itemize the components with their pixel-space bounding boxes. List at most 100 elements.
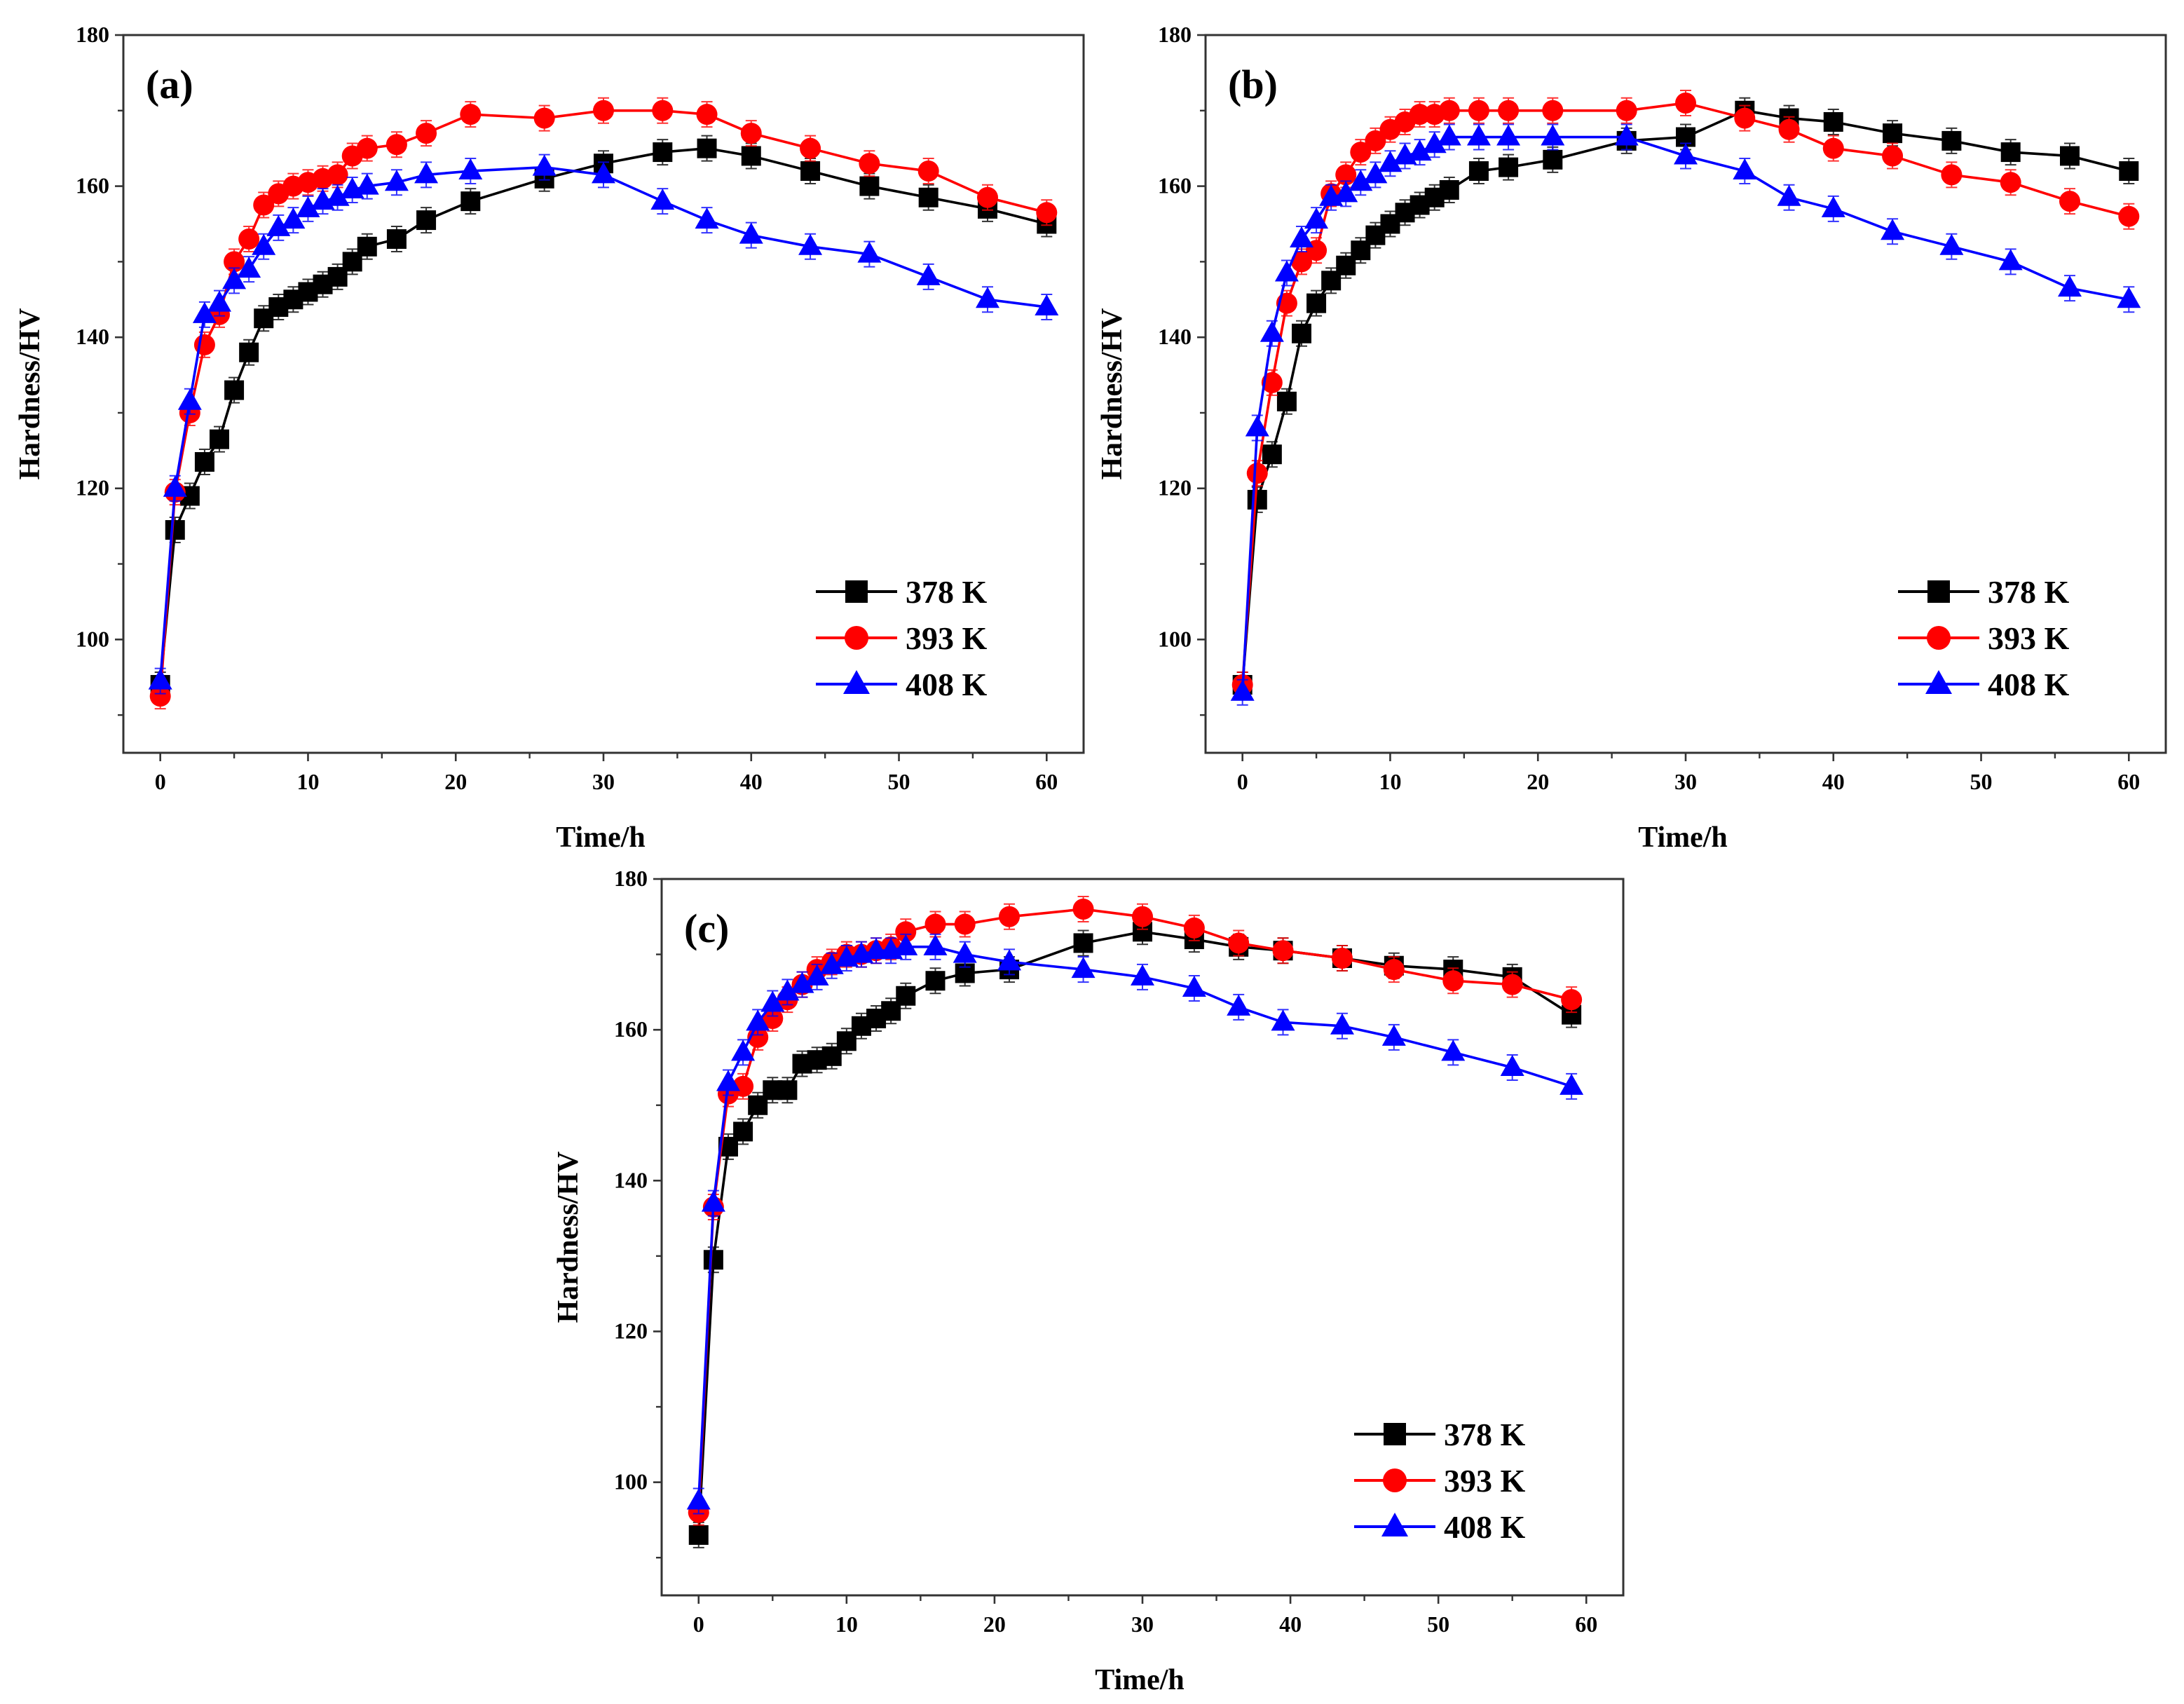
legend-triangle-marker-icon <box>843 670 870 694</box>
data-point <box>1616 100 1637 121</box>
data-point <box>2059 191 2080 212</box>
data-point <box>688 1525 709 1545</box>
data-point <box>2117 287 2141 308</box>
data-point <box>1183 917 1205 939</box>
data-point <box>1501 974 1523 995</box>
data-point <box>2058 275 2082 297</box>
x-tick-label: 10 <box>835 1611 858 1637</box>
data-point <box>953 941 977 963</box>
data-point <box>458 158 483 180</box>
data-point <box>1378 151 1402 172</box>
legend-circle-marker-icon <box>1383 1468 1407 1492</box>
data-point <box>798 233 823 255</box>
data-point <box>1227 994 1251 1016</box>
data-point <box>1132 906 1153 927</box>
data-point <box>253 194 275 216</box>
data-point <box>222 268 247 289</box>
data-point <box>1778 118 1800 140</box>
data-point <box>918 187 939 207</box>
data-point <box>1542 100 1564 121</box>
data-point <box>356 137 378 159</box>
data-point <box>1335 164 1357 186</box>
x-tick-label: 0 <box>1237 769 1248 794</box>
data-point <box>1499 157 1519 177</box>
data-point <box>1247 489 1267 510</box>
data-point <box>859 153 880 175</box>
data-point <box>414 162 439 184</box>
y-axis-label: Hardness/HV <box>552 1151 585 1323</box>
data-point <box>1614 124 1639 146</box>
series-408k <box>148 154 1059 695</box>
data-point <box>1881 219 1905 240</box>
data-point <box>149 686 171 707</box>
data-point <box>1441 1040 1466 1061</box>
data-point <box>1228 932 1250 954</box>
data-point <box>1407 139 1432 161</box>
chart-panel-1: 0 10 20 30 40 50 60 100 120 140 160 180 Time/h Hardne… <box>1096 22 2167 854</box>
legend-triangle-marker-icon <box>1381 1513 1408 1536</box>
data-point <box>1777 184 1801 206</box>
data-point <box>1500 1054 1524 1076</box>
data-point <box>1998 249 2023 271</box>
data-point <box>1331 947 1353 969</box>
data-point <box>739 222 763 244</box>
x-tick-label: 10 <box>1379 769 1401 794</box>
data-point <box>1349 170 1373 191</box>
data-point <box>1272 940 1294 962</box>
data-point <box>148 668 172 690</box>
data-point <box>650 189 675 210</box>
data-point <box>1821 196 1845 217</box>
data-point <box>327 164 348 186</box>
y-tick-label: 120 <box>1158 475 1192 500</box>
data-point <box>1883 123 1903 144</box>
data-point <box>1498 100 1520 121</box>
data-point <box>1409 104 1431 125</box>
y-tick-label: 120 <box>76 475 109 500</box>
data-point <box>1292 323 1311 343</box>
data-point <box>165 520 185 540</box>
data-point <box>1466 124 1491 146</box>
data-point <box>697 138 717 158</box>
data-point <box>194 452 214 472</box>
y-tick-label: 140 <box>614 1167 648 1192</box>
data-point <box>357 236 377 257</box>
x-tick-label: 50 <box>888 769 910 794</box>
x-tick-label: 60 <box>2117 769 2140 794</box>
data-point <box>917 161 939 182</box>
data-point <box>192 301 217 323</box>
y-tick-label: 180 <box>1158 22 1192 47</box>
y-tick-label: 100 <box>76 626 109 651</box>
x-tick-label: 0 <box>155 769 166 794</box>
data-point <box>355 173 379 195</box>
x-tick-label: 0 <box>693 1611 704 1637</box>
data-point <box>686 1488 711 1510</box>
x-tick-label: 40 <box>1279 1611 1302 1637</box>
data-point <box>1260 320 1284 342</box>
data-point <box>1182 975 1206 997</box>
legend-label: 378 K <box>906 574 988 610</box>
data-point <box>925 971 946 991</box>
x-axis-label: Time/h <box>1095 1664 1185 1696</box>
data-point <box>1330 1013 1354 1035</box>
x-tick-label: 30 <box>1674 769 1697 794</box>
data-point <box>652 100 674 121</box>
data-point <box>1291 251 1312 273</box>
data-point <box>741 146 761 166</box>
data-point <box>1035 294 1059 316</box>
data-point <box>1675 93 1696 114</box>
data-point <box>1437 124 1461 146</box>
series-378k <box>1232 97 2139 698</box>
y-tick-label: 140 <box>1158 324 1192 349</box>
data-point <box>762 1008 784 1030</box>
legend-label: 378 K <box>1444 1417 1526 1452</box>
data-point <box>1422 132 1447 154</box>
data-point <box>224 380 245 400</box>
data-point <box>1276 391 1297 411</box>
data-point <box>384 170 409 191</box>
data-point <box>1468 161 1489 182</box>
x-tick-label: 30 <box>1131 1611 1154 1637</box>
data-point <box>1071 957 1096 979</box>
data-point <box>1304 207 1329 229</box>
legend: 378 K 393 K 408 K <box>1898 574 2070 702</box>
